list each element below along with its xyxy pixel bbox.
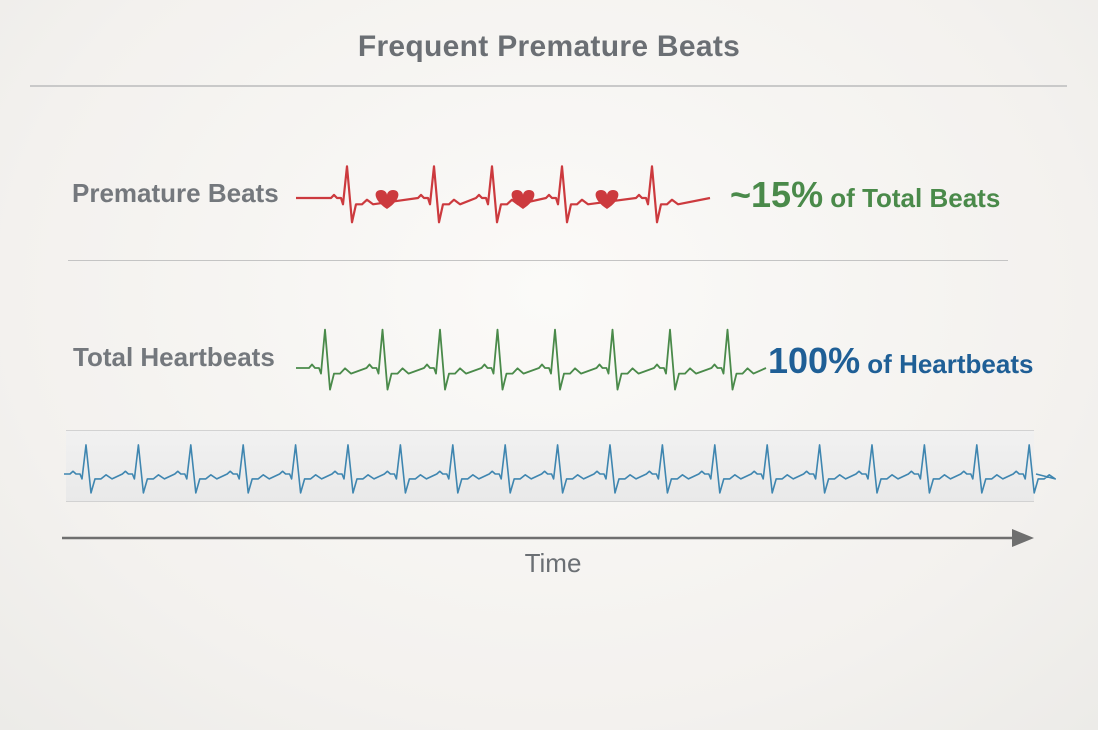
total-heartbeats-stat-text: of Heartbeats (860, 349, 1034, 379)
total-heartbeats-stat: 100% of Heartbeats (768, 340, 1033, 382)
arrow-right-icon (1012, 529, 1034, 547)
premature-beats-ecg-trace (296, 165, 711, 224)
heart-icon (511, 190, 535, 209)
continuous-ecg-strip (64, 444, 1056, 494)
premature-beats-stat-value: ~15% (730, 174, 824, 215)
ecg-waveform-line (64, 444, 1056, 494)
row-divider (68, 260, 1008, 261)
ecg-strip-panel (66, 430, 1034, 502)
total-heartbeats-stat-value: 100% (768, 340, 861, 381)
time-axis-label: Time (524, 548, 582, 578)
premature-beats-label: Premature Beats (72, 178, 279, 208)
total-heartbeats-label: Total Heartbeats (73, 342, 275, 372)
premature-beats-stat-text: of Total Beats (823, 183, 1001, 213)
heart-icon (375, 190, 399, 209)
time-axis (62, 529, 1034, 547)
diagram-title: Frequent Premature Beats (357, 30, 741, 63)
title-divider (30, 85, 1067, 87)
premature-beats-stat: ~15% of Total Beats (730, 174, 1000, 216)
heart-icon (595, 190, 619, 209)
total-heartbeats-ecg-trace (296, 328, 767, 391)
ecg-waveform-line (296, 165, 711, 224)
ecg-waveform-line (296, 328, 767, 391)
